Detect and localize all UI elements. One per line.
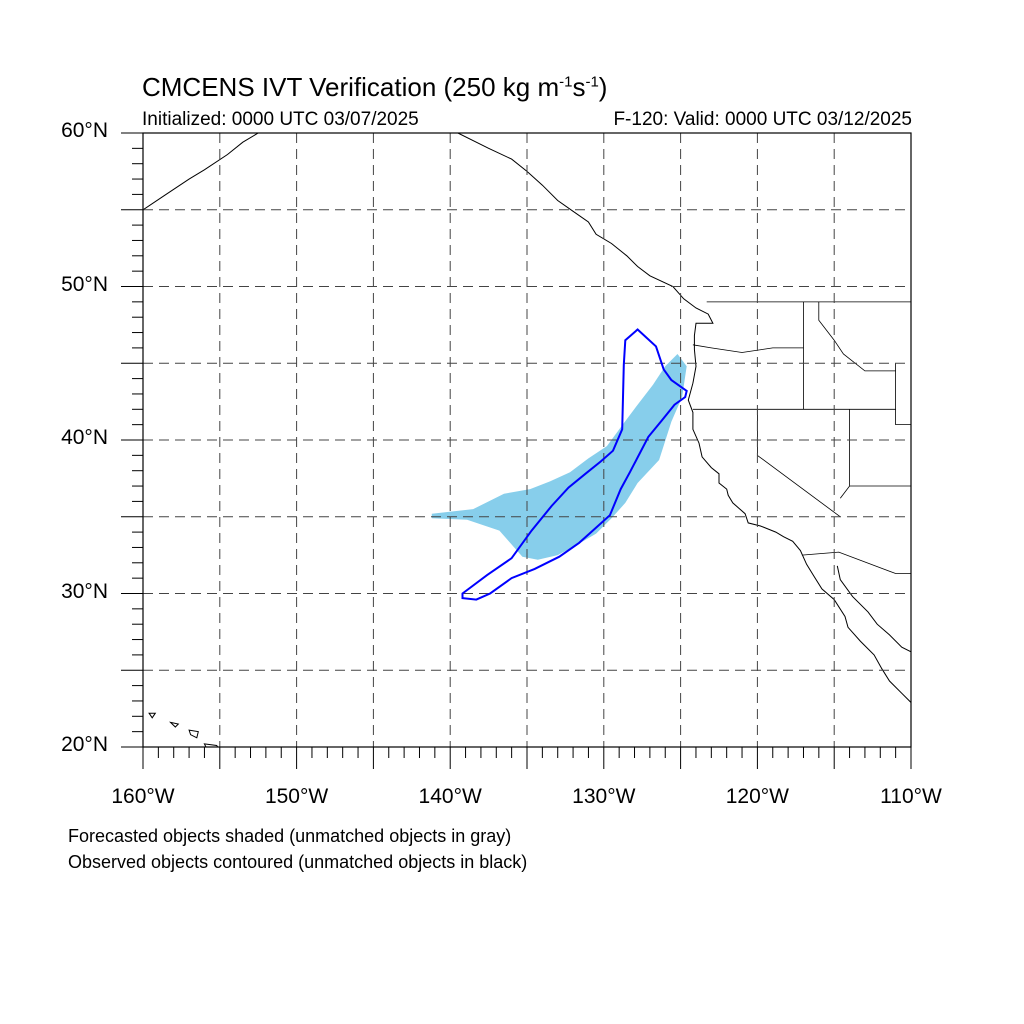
map-title: CMCENS IVT Verification (250 kg m-1s-1) [142,72,607,103]
forecast-note: Forecasted objects shaded (unmatched obj… [68,826,512,846]
title-text: CMCENS IVT Verification (250 kg m [142,72,560,102]
hawaii-island-1 [169,721,180,728]
lon-label-3: 130°W [572,785,636,808]
axis-ticks [121,132,912,769]
lon-label-1: 150°W [264,785,329,808]
border-line-3 [818,301,896,372]
lat-label-3: 30°N [61,579,108,603]
lon-label-5: 110°W [880,785,942,808]
title-superscript-1: -1 [559,73,573,91]
observed-note: Observed objects contoured (unmatched ob… [68,852,528,872]
title-superscript-2: -1 [585,73,599,91]
coastline-gulf-of-california [836,565,911,653]
observed-objects-layer [461,328,688,601]
border-line-5 [757,409,841,518]
coastline-alaska [143,133,259,211]
hawaii-island-2 [188,729,199,739]
border-line-9 [801,551,911,574]
forecast-objects-layer [431,354,687,560]
valid-time: F-120: Valid: 0000 UTC 03/12/2025 [613,109,912,130]
lat-label-4: 20°N [61,733,108,756]
lat-label-1: 50°N [61,272,108,296]
initialized-time: Initialized: 0000 UTC 03/07/2025 [142,109,419,130]
lat-label-2: 40°N [61,426,108,449]
lat-label-0: 60°N [61,119,108,142]
title-mid: s [572,72,586,102]
lon-label-2: 140°W [418,785,482,808]
observed-ivt-contour [461,328,688,601]
hawaii-island-3 [203,743,219,747]
border-line-8 [895,363,911,426]
title-end: ) [598,72,608,102]
map-content [143,133,911,747]
coastlines-layer [143,133,911,747]
border-line-6 [839,409,850,499]
lon-label-0: 160°W [111,785,175,808]
map-frame [142,132,912,748]
hawaii-island-0 [148,712,157,719]
forecast-ivt-object [431,354,687,560]
border-line-1 [692,344,804,353]
political-borders-layer [692,301,911,574]
lon-label-4: 120°W [725,785,790,808]
coastline-north-america [457,133,911,703]
graticule-grid [143,133,911,747]
